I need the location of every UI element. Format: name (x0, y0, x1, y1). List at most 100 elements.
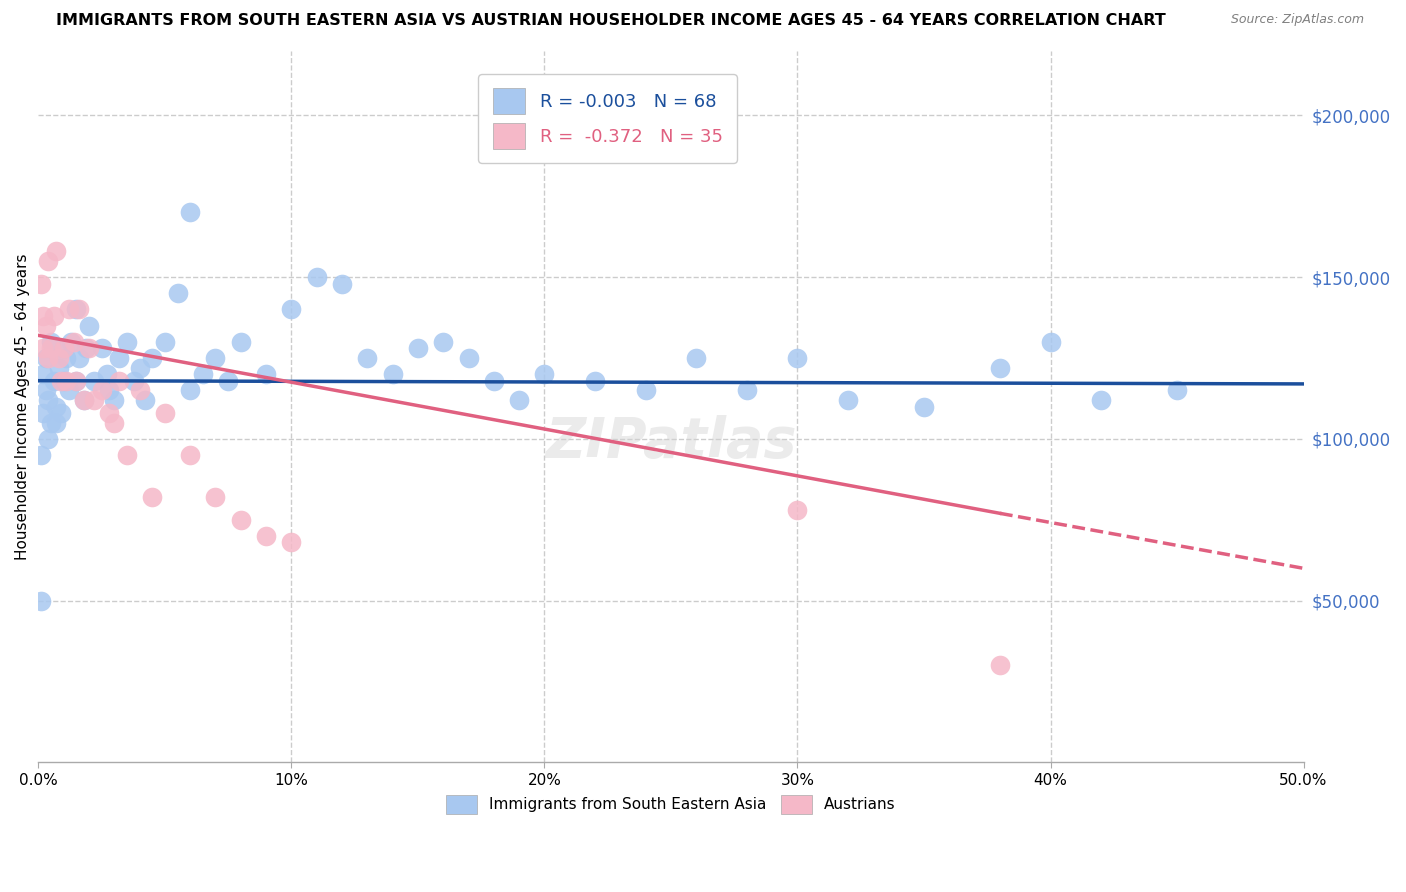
Point (37, 351, 59, 365)
Point (45, 416, 67, 430)
Point (77, 318, 100, 333)
Point (75, 341, 97, 355)
Point (52, 374, 75, 388)
Point (837, 393, 859, 408)
Point (32, 368, 55, 382)
Point (39, 341, 62, 355)
Point (115, 334, 138, 349)
Point (179, 205, 201, 219)
Point (49, 374, 72, 388)
Point (77, 341, 100, 355)
Point (108, 374, 131, 388)
Point (280, 302, 302, 317)
Point (73, 393, 96, 408)
Point (55, 374, 77, 388)
Point (134, 393, 156, 408)
Point (988, 360, 1011, 375)
Point (37, 432, 59, 446)
Point (45, 400, 67, 414)
Point (37, 393, 59, 408)
Point (153, 334, 176, 349)
Point (432, 334, 454, 349)
Legend: Immigrants from South Eastern Asia, Austrians: Immigrants from South Eastern Asia, Aust… (434, 783, 908, 826)
Point (67, 351, 90, 365)
Point (39, 334, 62, 349)
Point (229, 513, 252, 527)
Point (124, 374, 146, 388)
Point (32, 341, 55, 355)
Point (583, 374, 606, 388)
Point (533, 368, 555, 382)
Point (204, 351, 226, 365)
Point (30, 448, 52, 462)
Point (457, 351, 479, 365)
Point (49, 406, 72, 420)
Point (35, 318, 58, 333)
Point (35, 384, 58, 398)
Point (45, 244, 67, 259)
Point (30, 593, 52, 607)
Point (65, 374, 87, 388)
Point (179, 384, 201, 398)
Text: IMMIGRANTS FROM SOUTH EASTERN ASIA VS AUSTRIAN HOUSEHOLDER INCOME AGES 45 - 64 Y: IMMIGRANTS FROM SOUTH EASTERN ASIA VS AU… (56, 13, 1166, 29)
Point (90, 384, 112, 398)
Point (58, 302, 80, 317)
Point (108, 351, 131, 365)
Point (115, 448, 138, 462)
Point (65, 374, 87, 388)
Point (103, 416, 125, 430)
Point (988, 658, 1011, 673)
Point (55, 351, 77, 365)
Point (90, 341, 112, 355)
Point (42, 374, 65, 388)
Point (634, 384, 657, 398)
Text: ZIPatlas: ZIPatlas (546, 415, 797, 469)
Point (1039, 334, 1062, 349)
Point (30, 277, 52, 291)
Point (217, 374, 239, 388)
Point (83, 393, 105, 408)
Point (42, 309, 65, 323)
Point (305, 270, 328, 285)
Point (153, 406, 176, 420)
Point (685, 351, 707, 365)
Point (32, 406, 55, 420)
Point (204, 490, 226, 504)
Point (67, 302, 90, 317)
Point (254, 529, 277, 543)
Point (65, 302, 87, 317)
Point (141, 490, 163, 504)
Point (58, 384, 80, 398)
Point (39, 416, 62, 430)
Point (32, 309, 55, 323)
Point (98, 384, 121, 398)
Point (330, 277, 353, 291)
Point (37, 254, 59, 268)
Point (166, 286, 188, 301)
Point (786, 503, 808, 517)
Point (381, 368, 404, 382)
Point (406, 341, 429, 355)
Point (280, 535, 302, 549)
Point (103, 393, 125, 408)
Point (35, 351, 58, 365)
Point (128, 384, 150, 398)
Point (128, 360, 150, 375)
Point (73, 393, 96, 408)
Point (191, 368, 214, 382)
Text: Source: ZipAtlas.com: Source: ZipAtlas.com (1230, 13, 1364, 27)
Point (83, 374, 105, 388)
Y-axis label: Householder Income Ages 45 - 64 years: Householder Income Ages 45 - 64 years (15, 253, 30, 560)
Point (1090, 393, 1112, 408)
Point (141, 351, 163, 365)
Point (179, 448, 201, 462)
Point (48, 360, 70, 375)
Point (229, 334, 252, 349)
Point (482, 374, 505, 388)
Point (356, 351, 378, 365)
Point (52, 341, 75, 355)
Point (60, 334, 83, 349)
Point (1166, 384, 1188, 398)
Point (96, 368, 118, 382)
Point (508, 393, 530, 408)
